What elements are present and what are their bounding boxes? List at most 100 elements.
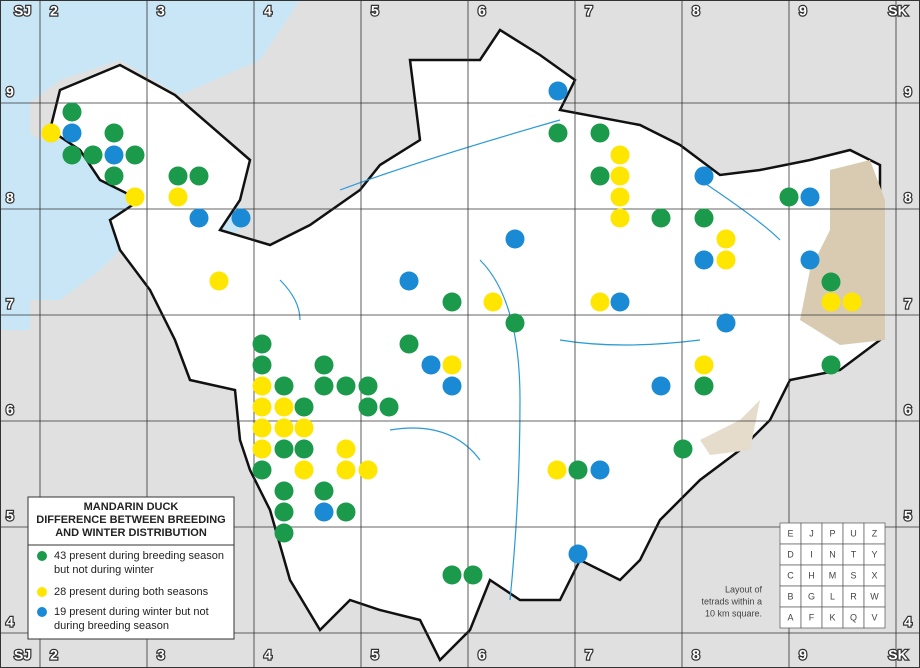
sea: [0, 0, 300, 300]
tetrad-letter: E: [787, 528, 793, 538]
record-dot: [568, 544, 588, 564]
record-dot: [463, 565, 483, 585]
record-dot: [800, 187, 820, 207]
grid-label: 7: [6, 296, 14, 312]
record-dot: [379, 397, 399, 417]
grid-label: 9: [6, 84, 14, 100]
record-dot: [252, 334, 272, 354]
grid-label: 4: [264, 3, 272, 19]
record-dot: [694, 166, 714, 186]
legend-label: 19 present during winter but not: [54, 606, 209, 618]
legend-swatch: [37, 587, 47, 597]
record-dot: [821, 292, 841, 312]
record-dot: [610, 145, 630, 165]
record-dot: [294, 418, 314, 438]
tetrad-letter: T: [851, 549, 857, 559]
record-dot: [336, 460, 356, 480]
record-dot: [716, 250, 736, 270]
record-dot: [716, 229, 736, 249]
key-caption: tetrads within a: [701, 596, 762, 606]
tetrad-key: E J P U Z D I N T Y C H M S X B G L R W A F K Q V Layout of tetrad…: [701, 522, 886, 629]
record-dot: [505, 229, 525, 249]
record-dot: [104, 123, 124, 143]
grid-label: 8: [692, 647, 700, 663]
record-dot: [590, 292, 610, 312]
record-dot: [336, 439, 356, 459]
records: [41, 81, 862, 585]
grid-label: 9: [904, 84, 912, 100]
record-dot: [314, 502, 334, 522]
grid-label: 6: [904, 402, 912, 418]
tetrad-letter: X: [871, 570, 877, 580]
grid-label: 3: [157, 647, 165, 663]
tetrad-letter: Q: [850, 612, 857, 622]
grid-label: 6: [478, 647, 486, 663]
record-dot: [483, 292, 503, 312]
record-dot: [442, 355, 462, 375]
record-dot: [104, 166, 124, 186]
record-dot: [125, 145, 145, 165]
record-dot: [548, 123, 568, 143]
record-dot: [274, 523, 294, 543]
county-outline: [48, 28, 882, 663]
record-dot: [358, 376, 378, 396]
record-dot: [252, 460, 272, 480]
record-dot: [651, 208, 671, 228]
record-dot: [590, 460, 610, 480]
tetrad-letter: J: [809, 528, 814, 538]
legend-title: AND WINTER DISTRIBUTION: [55, 527, 207, 539]
record-dot: [842, 292, 862, 312]
grid-label: 7: [585, 3, 593, 19]
grid-label: 4: [264, 647, 272, 663]
estuary: [0, 0, 30, 330]
record-dot: [231, 208, 251, 228]
record-dot: [83, 145, 103, 165]
record-dot: [274, 502, 294, 522]
record-dot: [41, 123, 61, 143]
grid-label: 8: [6, 190, 14, 206]
grid-label: SJ: [14, 647, 31, 663]
tetrad-cell: [863, 606, 886, 629]
tetrad-letter: R: [850, 591, 857, 601]
grid-label: 9: [799, 647, 807, 663]
tetrad-letter: I: [810, 549, 813, 559]
grid-label: SJ: [14, 3, 31, 19]
grid-label: 2: [50, 647, 58, 663]
record-dot: [189, 166, 209, 186]
grid-label: 5: [904, 508, 912, 524]
uplands: [700, 400, 760, 455]
uplands: [800, 160, 885, 345]
record-dot: [125, 187, 145, 207]
record-dot: [336, 376, 356, 396]
legend-title: MANDARIN DUCK: [84, 501, 179, 513]
record-dot: [442, 376, 462, 396]
record-dot: [590, 166, 610, 186]
record-dot: [274, 418, 294, 438]
record-dot: [294, 460, 314, 480]
grid-label: 5: [371, 647, 379, 663]
record-dot: [610, 292, 630, 312]
grid-label: 5: [6, 508, 14, 524]
record-dot: [252, 439, 272, 459]
tetrad-letter: H: [808, 570, 815, 580]
tetrad-letter: A: [787, 612, 793, 622]
tetrad-letter: W: [870, 591, 879, 601]
grid-label: 3: [157, 3, 165, 19]
record-dot: [694, 376, 714, 396]
key-caption: 10 km square.: [705, 608, 762, 618]
grid-label: 9: [799, 3, 807, 19]
tetrad-letter: S: [850, 570, 856, 580]
grid-label: 5: [371, 3, 379, 19]
grid-label: 4: [6, 614, 14, 630]
legend-label: during breeding season: [54, 620, 169, 632]
record-dot: [547, 460, 567, 480]
grid-label: 2: [50, 3, 58, 19]
record-dot: [694, 250, 714, 270]
tetrad-letter: V: [871, 612, 877, 622]
record-dot: [779, 187, 799, 207]
record-dot: [62, 123, 82, 143]
record-dot: [358, 397, 378, 417]
legend-title: DIFFERENCE BETWEEN BREEDING: [36, 514, 225, 526]
tetrad-letter: N: [829, 549, 836, 559]
